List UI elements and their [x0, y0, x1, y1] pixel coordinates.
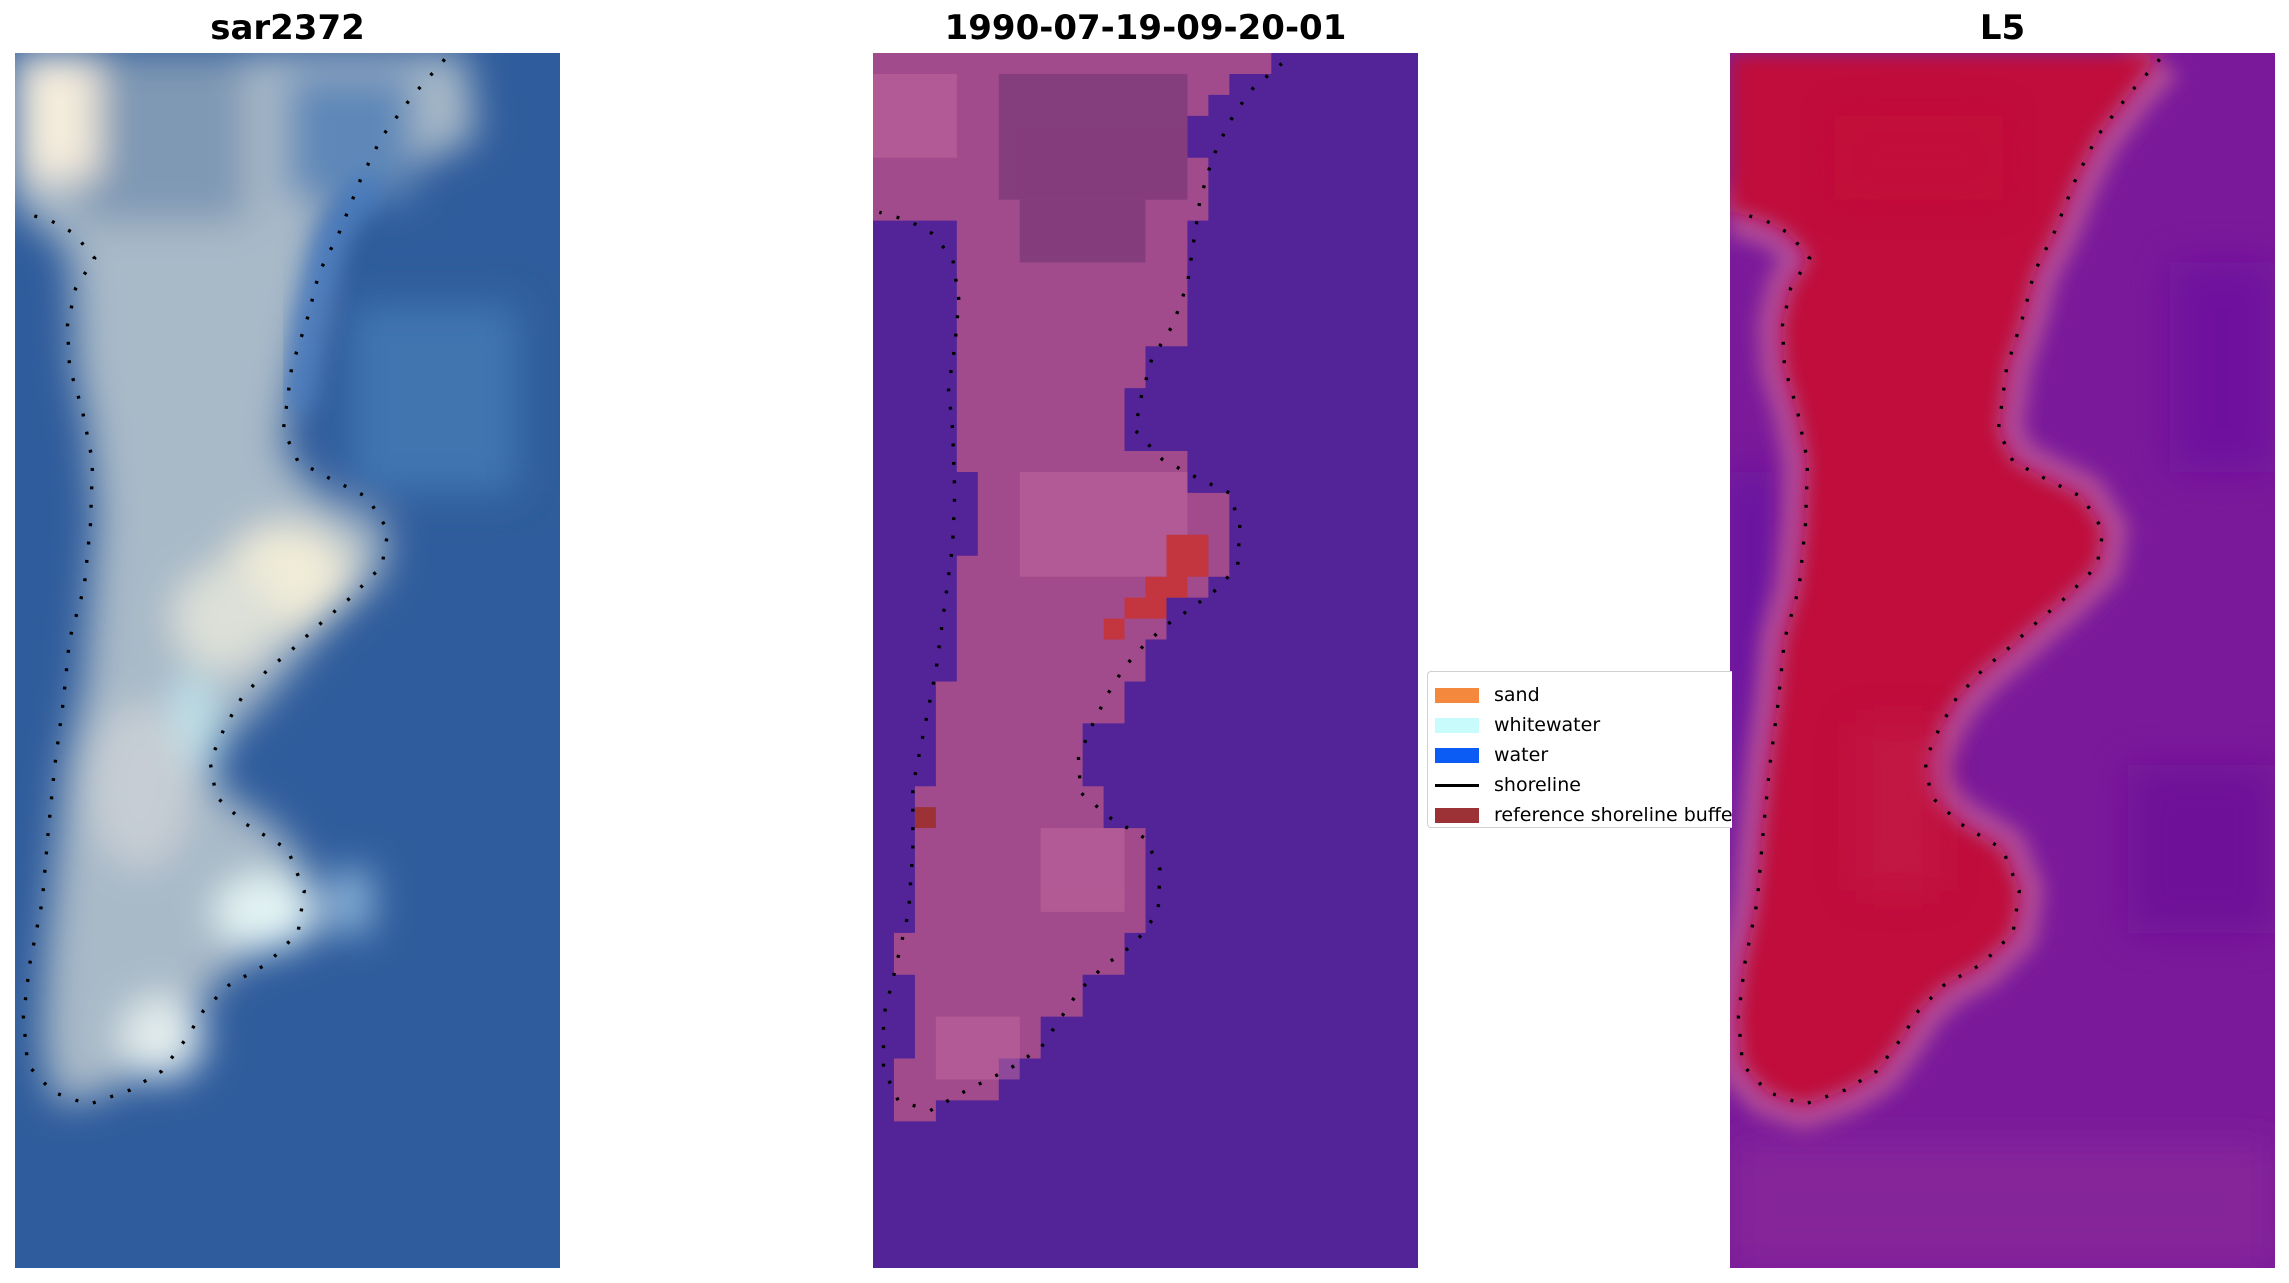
legend-label-water: water: [1494, 744, 1549, 766]
legend-label-shoreline: shoreline: [1494, 774, 1581, 796]
title-date: 1990-07-19-09-20-01: [944, 8, 1347, 48]
legend-item-reference-buffer: reference shoreline buffer: [1435, 801, 1732, 827]
sand-swatch: [1435, 687, 1479, 703]
legend-item-sand: sand: [1435, 681, 1540, 709]
water-swatch: [1435, 747, 1479, 763]
legend: sand whitewater water shoreline referenc…: [1427, 671, 1732, 828]
legend-item-whitewater: whitewater: [1435, 711, 1600, 739]
title-l5: L5: [1979, 8, 2026, 48]
legend-label-sand: sand: [1494, 684, 1540, 706]
shoreline-line-swatch: [1435, 783, 1479, 787]
legend-item-shoreline: shoreline: [1435, 771, 1581, 799]
legend-item-water: water: [1435, 741, 1548, 769]
legend-label-reference-buffer: reference shoreline buffer: [1494, 804, 1732, 826]
rgb-image-panel: [15, 53, 560, 1268]
whitewater-swatch: [1435, 717, 1479, 733]
index-image-panel: [1730, 53, 2275, 1268]
title-sar2372: sar2372: [210, 8, 365, 48]
legend-label-whitewater: whitewater: [1494, 714, 1601, 736]
reference-buffer-swatch: [1435, 807, 1479, 823]
classified-image-panel: [873, 53, 1418, 1268]
